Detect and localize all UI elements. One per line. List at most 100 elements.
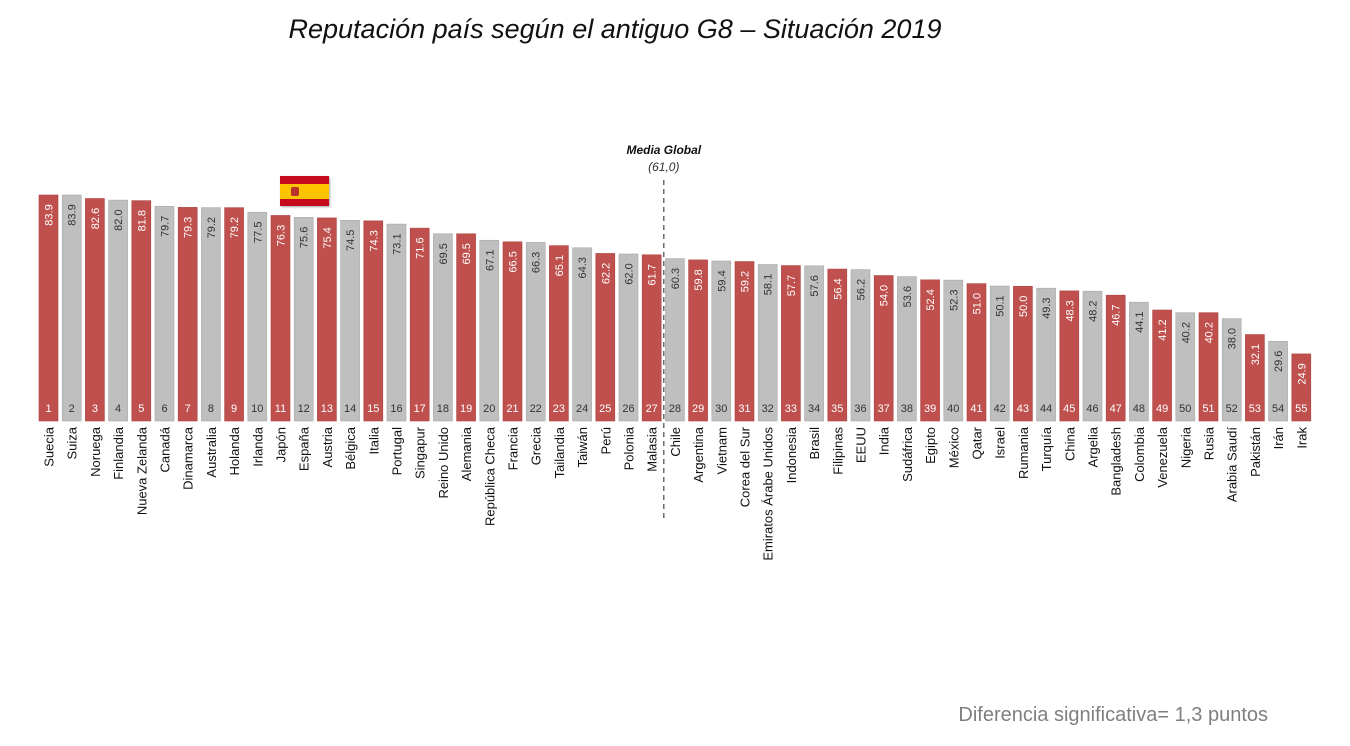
bar-rank-label: 42 xyxy=(994,403,1006,415)
bar-50 xyxy=(1175,312,1196,422)
bar-rank-label: 43 xyxy=(1017,403,1029,415)
bar-value-label: 82.6 xyxy=(90,208,102,229)
bar-rank-label: 49 xyxy=(1156,403,1168,415)
country-label: Australia xyxy=(204,426,219,477)
bar-rank-label: 51 xyxy=(1202,403,1214,415)
bar-value-label: 24.9 xyxy=(1296,363,1308,384)
spain-flag-icon xyxy=(280,176,329,206)
media-global-value: (61,0) xyxy=(648,160,679,174)
country-label: Taiwán xyxy=(575,427,590,467)
bar-value-label: 74.3 xyxy=(368,230,380,251)
bar-35 xyxy=(827,268,848,422)
bar-value-label: 69.5 xyxy=(461,243,473,264)
bar-rank-label: 4 xyxy=(115,403,121,415)
bar-1 xyxy=(38,194,59,422)
bar-6 xyxy=(154,206,175,422)
country-label: Portugal xyxy=(390,427,405,476)
bar-19 xyxy=(456,233,476,422)
bar-value-label: 41.2 xyxy=(1157,319,1169,340)
bar-34 xyxy=(804,265,824,422)
bar-value-label: 54.0 xyxy=(879,285,891,306)
bar-23 xyxy=(549,245,569,422)
bar-26 xyxy=(618,253,639,422)
bar-value-label: 79.2 xyxy=(206,217,218,238)
country-label: España xyxy=(297,426,312,471)
bar-value-label: 38.0 xyxy=(1227,328,1239,349)
bar-rank-label: 20 xyxy=(483,403,495,415)
bar-value-label: 62.0 xyxy=(624,263,636,284)
bar-16 xyxy=(386,223,407,422)
country-label: Venezuela xyxy=(1155,426,1170,487)
bar-38 xyxy=(897,276,917,422)
bar-rank-label: 9 xyxy=(231,403,237,415)
bar-value-label: 65.1 xyxy=(554,255,566,276)
bar-rank-label: 13 xyxy=(321,403,333,415)
country-label: Dinamarca xyxy=(181,426,196,490)
country-label: India xyxy=(877,426,892,455)
bar-value-label: 64.3 xyxy=(577,257,589,278)
bar-value-label: 50.0 xyxy=(1018,296,1030,317)
bar-rank-label: 54 xyxy=(1272,403,1284,415)
country-label: Nueva Zelanda xyxy=(134,426,149,515)
bar-rank-label: 17 xyxy=(414,403,426,415)
bar-value-label: 56.2 xyxy=(856,279,868,300)
bar-53 xyxy=(1245,334,1265,422)
country-label: China xyxy=(1062,426,1077,461)
bar-rank-label: 31 xyxy=(738,403,750,415)
bar-rank-label: 35 xyxy=(831,403,843,415)
bar-value-label: 60.3 xyxy=(670,268,682,289)
bar-value-label: 75.6 xyxy=(299,227,311,248)
bar-rank-label: 23 xyxy=(553,403,565,415)
bar-32 xyxy=(757,264,778,422)
country-label: Arabia Saudí xyxy=(1225,427,1240,503)
bar-rank-label: 28 xyxy=(669,403,681,415)
bar-rank-label: 15 xyxy=(367,403,379,415)
country-label: Noruega xyxy=(88,426,103,477)
country-label: Corea del Sur xyxy=(738,426,753,507)
bar-14 xyxy=(340,220,360,422)
country-label: Bélgica xyxy=(343,426,358,469)
bar-value-label: 59.8 xyxy=(693,269,705,290)
bar-rank-label: 7 xyxy=(185,403,191,415)
country-label: Egipto xyxy=(923,427,938,464)
country-label: Argelia xyxy=(1086,426,1101,467)
bar-rank-label: 26 xyxy=(622,403,634,415)
bar-rank-label: 40 xyxy=(947,403,959,415)
bar-rank-label: 16 xyxy=(390,403,402,415)
bar-value-label: 71.6 xyxy=(415,237,427,258)
bar-55 xyxy=(1291,353,1312,422)
bar-rank-label: 14 xyxy=(344,403,356,415)
bar-value-label: 67.1 xyxy=(484,250,496,271)
bar-7 xyxy=(177,207,198,422)
bar-rank-label: 30 xyxy=(715,403,727,415)
country-label: Tailandia xyxy=(552,426,567,478)
country-label: Malasia xyxy=(645,426,660,472)
bar-value-label: 79.3 xyxy=(183,217,195,238)
bar-10 xyxy=(247,211,268,422)
bar-rank-label: 12 xyxy=(298,403,310,415)
country-label: Bangladesh xyxy=(1109,427,1124,496)
bar-49 xyxy=(1152,309,1172,422)
bar-33 xyxy=(781,265,801,422)
bar-21 xyxy=(502,241,523,422)
bar-52 xyxy=(1221,318,1242,422)
bar-rank-label: 3 xyxy=(92,403,98,415)
bar-value-label: 52.4 xyxy=(925,289,937,310)
bar-48 xyxy=(1129,301,1149,422)
bar-18 xyxy=(433,233,453,422)
bar-rank-label: 37 xyxy=(878,403,890,415)
bar-rank-label: 34 xyxy=(808,403,820,415)
bar-value-label: 40.2 xyxy=(1180,322,1192,343)
bar-39 xyxy=(920,279,940,422)
bar-value-label: 82.0 xyxy=(113,209,125,230)
country-label: Rumania xyxy=(1016,426,1031,479)
bar-value-label: 61.7 xyxy=(647,264,659,285)
bar-29 xyxy=(688,259,708,422)
bar-rank-label: 45 xyxy=(1063,403,1075,415)
country-label: Reino Unido xyxy=(436,427,451,499)
bar-rank-label: 2 xyxy=(69,403,75,415)
bar-31 xyxy=(734,261,755,422)
bar-42 xyxy=(989,285,1010,422)
bar-41 xyxy=(966,283,987,422)
bar-rank-label: 41 xyxy=(970,403,982,415)
